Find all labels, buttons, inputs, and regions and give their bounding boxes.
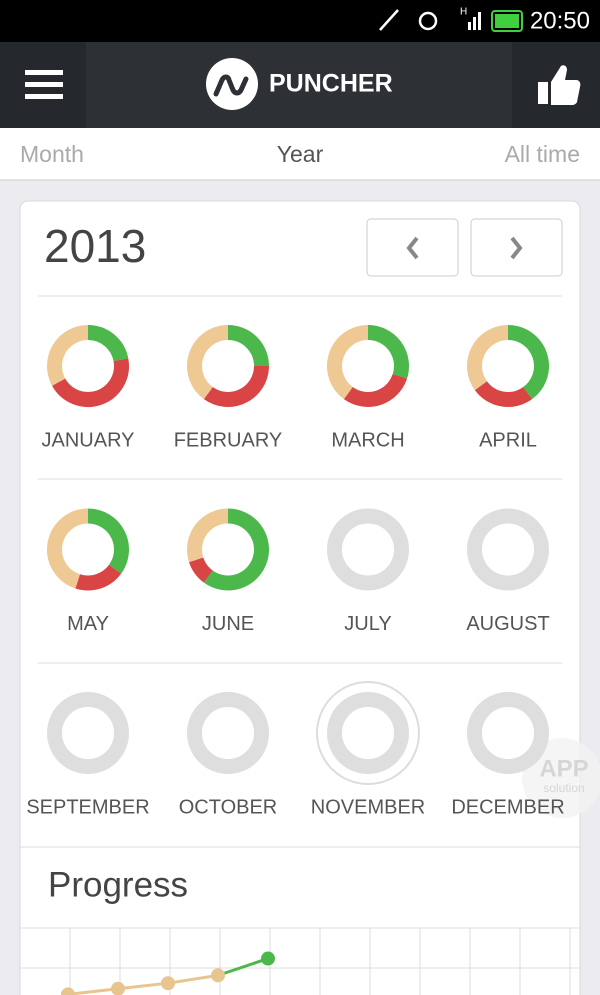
- progress-point: [211, 968, 225, 983]
- progress-point: [261, 951, 275, 966]
- month-label: MAY: [67, 613, 109, 635]
- tab[interactable]: Month: [20, 141, 84, 167]
- donut-segment: [47, 508, 89, 589]
- month-label: OCTOBER: [179, 796, 278, 818]
- progress-point: [61, 987, 75, 995]
- donut-segment: [474, 380, 533, 407]
- month-label: APRIL: [479, 429, 537, 451]
- current-month-ring: [316, 681, 420, 785]
- donut-segment: [87, 508, 129, 574]
- clock: 20:50: [530, 7, 590, 34]
- dividers: [20, 295, 580, 848]
- watermark: solution: [543, 781, 584, 795]
- month-label: DECEMBER: [451, 796, 564, 818]
- month-label: MARCH: [331, 429, 404, 451]
- empty-donut: [467, 692, 549, 774]
- progress-line-last: [217, 957, 269, 977]
- donut-segment: [187, 508, 229, 563]
- app-name: PUNCHER: [269, 70, 393, 98]
- watermark: APP: [539, 755, 588, 782]
- month-label: JUNE: [202, 613, 254, 635]
- progress-point: [161, 976, 175, 991]
- month-label: NOVEMBER: [311, 796, 425, 818]
- card: [19, 200, 581, 995]
- donut-segment: [227, 325, 269, 367]
- donut-segment: [203, 508, 269, 591]
- progress-line: [67, 973, 219, 995]
- month-label: JANUARY: [42, 429, 135, 451]
- month-label: FEBRUARY: [174, 429, 283, 451]
- next-button[interactable]: [470, 218, 563, 277]
- empty-donut: [187, 692, 269, 774]
- app-header: [0, 42, 600, 128]
- donut-segment: [52, 358, 129, 407]
- tab-bar: [0, 128, 600, 180]
- year: 2013: [44, 220, 146, 272]
- empty-donut: [47, 692, 129, 774]
- donut-segment: [47, 325, 89, 386]
- empty-donut: [327, 508, 409, 591]
- empty-donut: [327, 692, 409, 774]
- network-type: H: [460, 7, 467, 18]
- donut-segment: [189, 557, 214, 583]
- menu-icon: [25, 70, 63, 99]
- prev-icon: [406, 236, 419, 260]
- donut-segment: [367, 325, 409, 379]
- donut-segment: [87, 325, 129, 362]
- tab-active[interactable]: Year: [277, 141, 324, 167]
- logo-mark: [213, 74, 249, 97]
- prev-button[interactable]: [366, 218, 459, 277]
- progress-title: Progress: [48, 865, 188, 904]
- month-label: SEPTEMBER: [26, 796, 149, 818]
- tab[interactable]: All time: [505, 141, 580, 167]
- empty-donut: [467, 508, 549, 591]
- status-icons: [379, 9, 523, 32]
- donut-segment: [203, 365, 269, 407]
- donut-segment: [507, 325, 549, 400]
- watermark-badge: [522, 738, 600, 818]
- donut-segment: [467, 325, 509, 391]
- donut-segment: [343, 373, 407, 407]
- month-label: JULY: [344, 613, 391, 635]
- donut-segment: [75, 564, 122, 591]
- next-icon: [510, 236, 523, 260]
- donut-segment: [327, 325, 369, 400]
- donut-segment: [187, 325, 229, 400]
- month-label: AUGUST: [466, 613, 549, 635]
- progress-point: [111, 981, 125, 995]
- like-icon: [538, 65, 581, 105]
